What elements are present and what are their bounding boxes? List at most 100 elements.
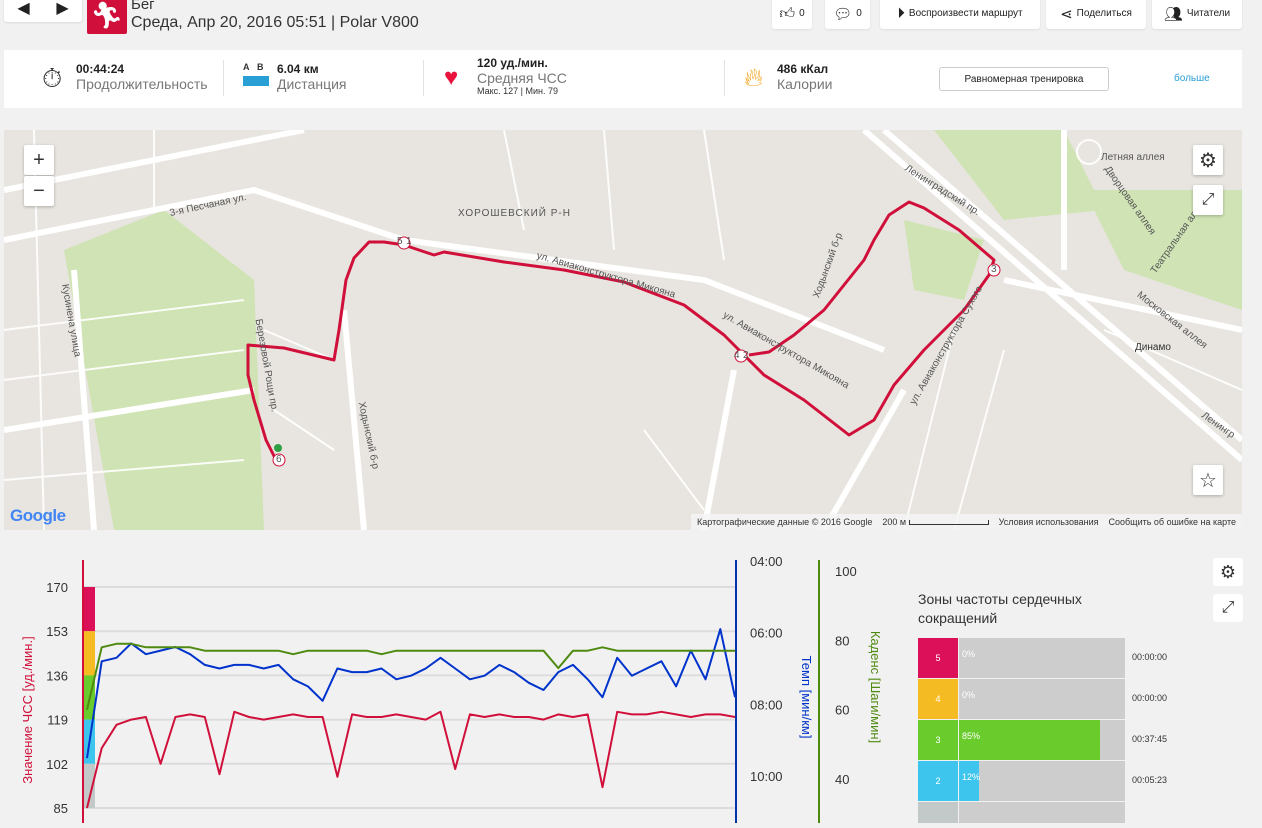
zone-number: 2 [918,761,958,801]
training-type-button[interactable]: Равномерная тренировка [939,67,1109,91]
activity-subtitle: Среда, Апр 20, 2016 05:51 | Polar V800 [131,14,419,31]
share-button[interactable]: ⋖ Поделиться [1046,0,1146,29]
hr-tick-label: 85 [54,801,68,816]
zone-bar: 0% [959,679,1125,719]
previous-activity-button[interactable]: ◀ [17,0,30,17]
heart-rate-stat: 120 уд./мин. Средняя ЧСС Макс. 127 | Мин… [477,56,567,96]
hr-tick-label: 102 [46,757,68,772]
report-error-link[interactable]: Сообщить об ошибке на карте [1108,517,1236,527]
hr-zone-band [83,763,95,808]
zone-1-swatch [918,802,958,823]
zone-number: 5 [918,638,958,678]
zone-percent: 0% [962,649,976,659]
flame-icon: 🔥︎ [744,62,764,92]
hr-zone-row: 2 12% 00:05:23 [918,761,1167,801]
distance-ab-icon: A B [243,62,269,86]
hr-tick-label: 153 [46,624,68,639]
pace-tick-label: 10:00 [750,769,783,784]
route-map[interactable]: 5 1 4 2 3 6 ХОРОШЕВСКИЙ Р-Н 3-я Песчаная… [4,130,1242,530]
zone-bar: 85% [959,720,1125,760]
hr-series-line [86,710,736,809]
favorite-star-icon[interactable]: ☆ [1193,465,1223,495]
users-icon: 👥︎ [1163,5,1183,23]
chart-svg: 170 153 136 119 102 85 04:00 06:00 08:00 10:00 100… [20,554,883,823]
zone-time: 00:05:23 [1132,775,1168,785]
hr-zone-row: 3 85% 00:37:45 [918,720,1167,760]
play-icon: ⏵ [897,5,905,22]
comment-icon: 💬︎ [833,5,853,23]
map-label: ХОРОШЕВСКИЙ Р-Н [458,208,571,219]
park-area [1084,190,1242,310]
map-marker[interactable]: 4 [734,350,740,361]
park-area [64,210,264,530]
hr-zone-row: 5 0% 00:00:00 [918,638,1167,678]
cadence-tick-label: 40 [835,772,849,787]
hr-axis-title: Значение ЧСС [уд./мин.] [20,636,35,783]
activity-title: Бег [131,0,155,13]
distance-stat: 6.04 км Дистанция [277,62,347,92]
zone-percent: 12% [962,772,981,782]
activity-nav: ◀ ▶ [4,0,82,22]
map-marker[interactable]: 2 [743,350,749,361]
cadence-tick-label: 80 [835,633,849,648]
hr-tick-label: 119 [47,713,68,728]
map-footer: Картографические данные © 2016 Google 20… [691,514,1242,530]
ruler-icon [243,76,269,86]
metro-station-label: Динамо [1135,342,1171,353]
map-marker[interactable]: 5 [397,236,403,247]
zone-percent: 85% [962,731,981,741]
map-marker[interactable]: 3 [991,264,997,275]
duration-stat: 00:44:24 Продолжительность [76,62,208,92]
chart-fullscreen-icon[interactable]: ⤢ [1213,594,1243,622]
zone-bar-fill [959,720,1101,760]
route-line [246,200,996,461]
hr-tick-label: 170 [46,580,68,595]
google-logo: Google [10,506,66,525]
zone-time: 00:37:45 [1132,734,1168,744]
heart-icon: ♥ [444,64,459,91]
play-route-button[interactable]: ⏵ Воспроизвести маршрут [880,0,1040,29]
cadence-series-line [86,642,735,710]
map-label: Летняя аллея [1101,152,1165,163]
pace-axis-title: Темп [мин/км] [799,656,814,739]
zone-time: 00:00:00 [1132,652,1168,662]
zone-time: 00:00:00 [1132,693,1168,703]
map-marker[interactable]: 6 [276,454,282,465]
running-icon: 🏃︎ [87,0,127,34]
hr-tick-label: 136 [46,668,68,683]
map-canvas [4,130,1242,530]
pace-tick-label: 08:00 [750,697,783,712]
zone-bar-fill [959,761,979,801]
like-button[interactable]: 👍︎ 0 [772,0,812,29]
zoom-out-button[interactable]: − [24,176,54,206]
summary-bar: ⏱︎ 00:44:24 Продолжительность A B 6.04 к… [4,50,1242,108]
zone-bar: 12% [959,761,1125,801]
comments-button[interactable]: 💬︎ 0 [825,0,870,29]
terms-link[interactable]: Условия использования [998,517,1099,527]
map-settings-gear-icon[interactable]: ⚙ [1193,145,1223,175]
more-link[interactable]: больше [1174,73,1210,84]
fullscreen-icon[interactable]: ⤢ [1193,185,1223,215]
cadence-tick-label: 60 [835,703,849,718]
chart-settings-gear-icon[interactable]: ⚙ [1213,558,1243,586]
zoom-in-button[interactable]: + [24,145,54,175]
zone-1-bar [959,802,1125,823]
activity-chart[interactable]: 170 153 136 119 102 85 04:00 06:00 08:00 10:00 100… [0,550,900,823]
thumbs-up-icon: 👍︎ [779,4,796,22]
map-marker[interactable]: 1 [406,236,412,247]
zone-bar: 0% [959,638,1125,678]
hr-zone-band [83,631,95,676]
cadence-axis-title: Каденс [Шаги/мин] [868,631,883,743]
hr-zone-row: 4 0% 00:00:00 [918,679,1167,719]
followers-button[interactable]: 👥︎ Читатели [1152,0,1242,29]
pace-tick-label: 04:00 [750,554,783,569]
calories-stat: 486 кКал Калории [777,62,833,92]
hr-zone-band [83,587,95,632]
pace-tick-label: 06:00 [750,626,783,641]
stopwatch-icon: ⏱︎ [42,63,63,93]
zone-number: 3 [918,720,958,760]
park-area [904,220,984,300]
next-activity-button[interactable]: ▶ [56,0,69,17]
hr-zones-title: Зоны частоты сердечных сокращений [918,591,1082,626]
zone-percent: 0% [962,690,976,700]
